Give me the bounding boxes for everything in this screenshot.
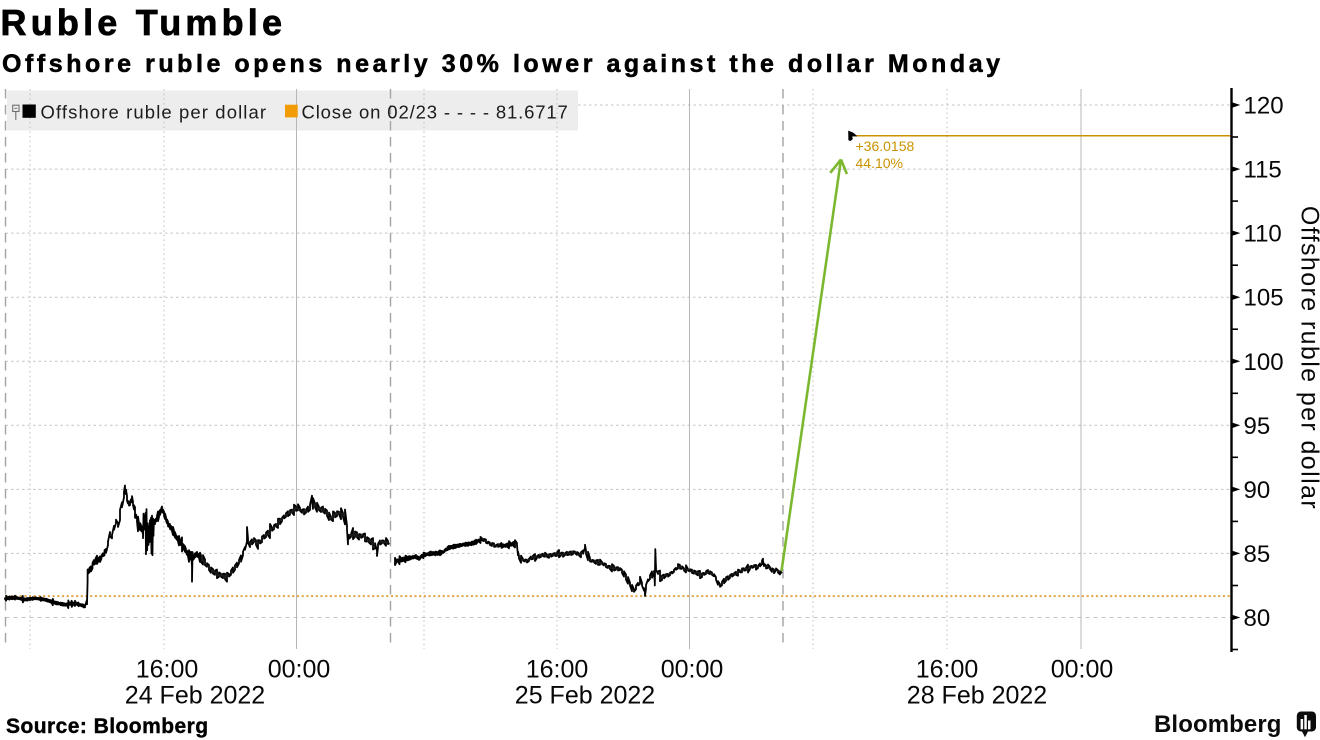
svg-text:16:00: 16:00 xyxy=(916,656,979,684)
svg-text:105: 105 xyxy=(1244,285,1284,312)
svg-text:25 Feb 2022: 25 Feb 2022 xyxy=(515,682,655,710)
svg-text:80: 80 xyxy=(1244,605,1271,632)
svg-text:95: 95 xyxy=(1244,413,1271,440)
svg-text:Ruble Tumble: Ruble Tumble xyxy=(1,2,287,43)
svg-text:Offshore ruble opens nearly 30: Offshore ruble opens nearly 30% lower ag… xyxy=(2,50,1004,78)
svg-text:90: 90 xyxy=(1244,477,1271,504)
svg-text:120: 120 xyxy=(1244,93,1284,120)
svg-text:Bloomberg: Bloomberg xyxy=(1154,711,1282,738)
svg-text:Offshore ruble per dollar: Offshore ruble per dollar xyxy=(1296,206,1320,510)
svg-text:115: 115 xyxy=(1244,157,1282,184)
svg-text:28 Feb 2022: 28 Feb 2022 xyxy=(907,682,1047,710)
svg-text:44.10%: 44.10% xyxy=(856,155,903,171)
svg-text:+36.0158: +36.0158 xyxy=(856,138,915,154)
svg-text:110: 110 xyxy=(1244,221,1282,248)
svg-text:85: 85 xyxy=(1244,541,1271,568)
svg-text:Source: Bloomberg: Source: Bloomberg xyxy=(6,715,209,738)
svg-text:00:00: 00:00 xyxy=(268,656,331,684)
svg-text:00:00: 00:00 xyxy=(661,656,724,684)
svg-text:16:00: 16:00 xyxy=(526,656,589,684)
svg-text:16:00: 16:00 xyxy=(136,656,199,684)
svg-text:100: 100 xyxy=(1244,349,1284,376)
svg-text:Offshore ruble per dollar: Offshore ruble per dollar xyxy=(41,101,268,122)
svg-text:24 Feb 2022: 24 Feb 2022 xyxy=(125,682,265,710)
svg-text:Close on 02/23 - - - - 81.6717: Close on 02/23 - - - - 81.6717 xyxy=(302,101,569,122)
svg-text:00:00: 00:00 xyxy=(1051,656,1114,684)
